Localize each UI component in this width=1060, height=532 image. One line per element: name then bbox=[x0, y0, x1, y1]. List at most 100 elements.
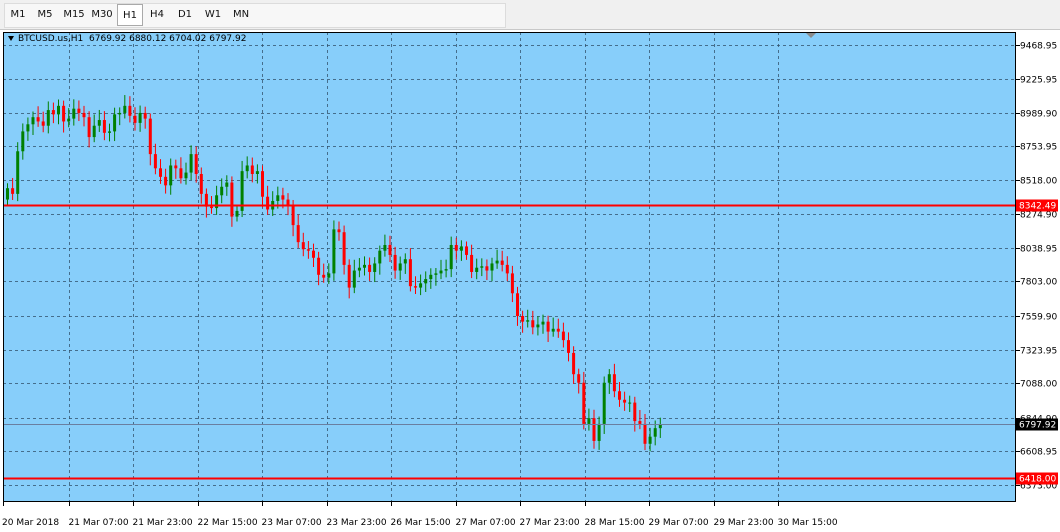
bear-candle bbox=[505, 264, 509, 274]
bear-candle bbox=[281, 195, 285, 200]
timeframe-m30-button[interactable]: M30 bbox=[91, 9, 113, 20]
bull-candle bbox=[424, 279, 428, 284]
bull-candle bbox=[220, 186, 224, 196]
bull-candle bbox=[383, 244, 387, 251]
bear-candle bbox=[87, 117, 91, 138]
bear-candle bbox=[164, 176, 168, 186]
bull-candle bbox=[434, 273, 438, 275]
bear-candle bbox=[102, 120, 106, 133]
price-tick-label: 8989.90 bbox=[1020, 110, 1057, 120]
bull-candle bbox=[429, 274, 433, 280]
bull-candle bbox=[31, 117, 35, 125]
price-tick-label: 7088.00 bbox=[1020, 380, 1057, 390]
bear-candle bbox=[291, 205, 295, 226]
bear-candle bbox=[408, 259, 412, 287]
bear-candle bbox=[322, 274, 326, 278]
plot-background bbox=[3, 32, 1016, 502]
horizontal-level-tag bbox=[1016, 472, 1058, 485]
bear-candle bbox=[306, 249, 310, 251]
bull-candle bbox=[235, 210, 239, 217]
chart-window[interactable]: 9468.95 9225.95 8989.90 8753.95 8518.00 8274.… bbox=[0, 30, 1060, 532]
bear-candle bbox=[618, 391, 621, 400]
timeframe-h1-button[interactable]: H1 bbox=[117, 4, 143, 26]
dropdown-triangle-icon[interactable] bbox=[8, 36, 14, 41]
bear-candle bbox=[286, 199, 290, 206]
price-tick-label: 8518.00 bbox=[1020, 177, 1057, 187]
bull-candle bbox=[118, 112, 122, 115]
chart-shift-marker-icon[interactable] bbox=[806, 33, 816, 38]
bear-candle bbox=[500, 260, 504, 265]
bull-candle bbox=[363, 264, 366, 268]
bull-candle bbox=[26, 124, 30, 132]
price-tick-label: 7323.95 bbox=[1020, 347, 1057, 357]
price-tick-label: 6373.00 bbox=[1020, 482, 1057, 492]
timeframe-w1-button[interactable]: W1 bbox=[204, 9, 222, 20]
bear-candle bbox=[11, 188, 15, 194]
bull-candle bbox=[658, 424, 662, 429]
bear-candle bbox=[266, 196, 270, 210]
bull-candle bbox=[215, 195, 219, 209]
bull-candle bbox=[536, 324, 540, 328]
bull-candle bbox=[628, 402, 632, 404]
bear-candle bbox=[342, 232, 346, 265]
timeframe-m5-button[interactable]: M5 bbox=[37, 9, 53, 20]
timeframe-m15-button[interactable]: M15 bbox=[63, 9, 85, 20]
bull-candle bbox=[21, 131, 25, 152]
bull-candle bbox=[526, 320, 530, 322]
bull-candle bbox=[357, 267, 361, 271]
bear-candle bbox=[51, 110, 55, 115]
bear-candle bbox=[612, 374, 616, 392]
bull-candle bbox=[541, 321, 545, 325]
bear-candle bbox=[148, 118, 152, 155]
bull-candle bbox=[587, 418, 591, 424]
bull-candle bbox=[459, 246, 463, 251]
bear-candle bbox=[337, 229, 341, 233]
bull-candle bbox=[327, 273, 331, 278]
time-tick-label: 23 Mar 23:00 bbox=[327, 518, 387, 528]
time-tick-label: 27 Mar 23:00 bbox=[520, 518, 580, 528]
bull-candle bbox=[225, 182, 229, 187]
bull-candle bbox=[57, 105, 60, 115]
bear-candle bbox=[592, 418, 596, 441]
bear-candle bbox=[347, 264, 351, 288]
bull-candle bbox=[16, 151, 20, 194]
timeframe-d1-button[interactable]: D1 bbox=[177, 9, 193, 20]
bull-candle bbox=[475, 267, 479, 272]
bull-candle bbox=[403, 259, 407, 264]
bull-candle bbox=[490, 263, 494, 271]
bear-candle bbox=[516, 293, 519, 316]
time-tick-label: 26 Mar 15:00 bbox=[391, 518, 451, 528]
bull-candle bbox=[46, 110, 50, 126]
bear-candle bbox=[572, 352, 576, 375]
bear-candle bbox=[41, 121, 45, 126]
bid-price-tag bbox=[1016, 418, 1058, 431]
bear-candle bbox=[414, 286, 417, 288]
bear-candle bbox=[582, 382, 586, 424]
bear-candle bbox=[393, 254, 397, 271]
time-tick-label: 29 Mar 23:00 bbox=[714, 518, 774, 528]
bear-candle bbox=[296, 225, 300, 243]
bull-candle bbox=[72, 108, 76, 119]
bear-candle bbox=[36, 117, 40, 122]
bull-candle bbox=[108, 131, 111, 133]
time-tick-label: 28 Mar 15:00 bbox=[585, 518, 645, 528]
bull-candle bbox=[97, 120, 101, 126]
bear-candle bbox=[204, 193, 208, 207]
horizontal-level-label: 6418.00 bbox=[1019, 475, 1056, 485]
time-tick-label: 22 Mar 15:00 bbox=[198, 518, 258, 528]
bear-candle bbox=[638, 421, 642, 424]
bear-candle bbox=[199, 173, 203, 194]
bear-candle bbox=[179, 168, 183, 179]
time-tick-label: 29 Mar 07:00 bbox=[649, 518, 709, 528]
timeframe-mn-button[interactable]: MN bbox=[232, 9, 250, 20]
bear-candle bbox=[633, 402, 637, 422]
bull-candle bbox=[449, 244, 453, 270]
toolbar-divider bbox=[0, 29, 1060, 30]
bear-candle bbox=[531, 320, 535, 328]
bull-candle bbox=[648, 436, 652, 444]
timeframe-m1-button[interactable]: M1 bbox=[10, 9, 26, 20]
timeframe-h4-button[interactable]: H4 bbox=[150, 9, 164, 20]
bull-candle bbox=[444, 269, 448, 271]
time-tick-label: 21 Mar 23:00 bbox=[133, 518, 193, 528]
price-chart[interactable]: 9468.95 9225.95 8989.90 8753.95 8518.00 8274.… bbox=[0, 30, 1060, 532]
